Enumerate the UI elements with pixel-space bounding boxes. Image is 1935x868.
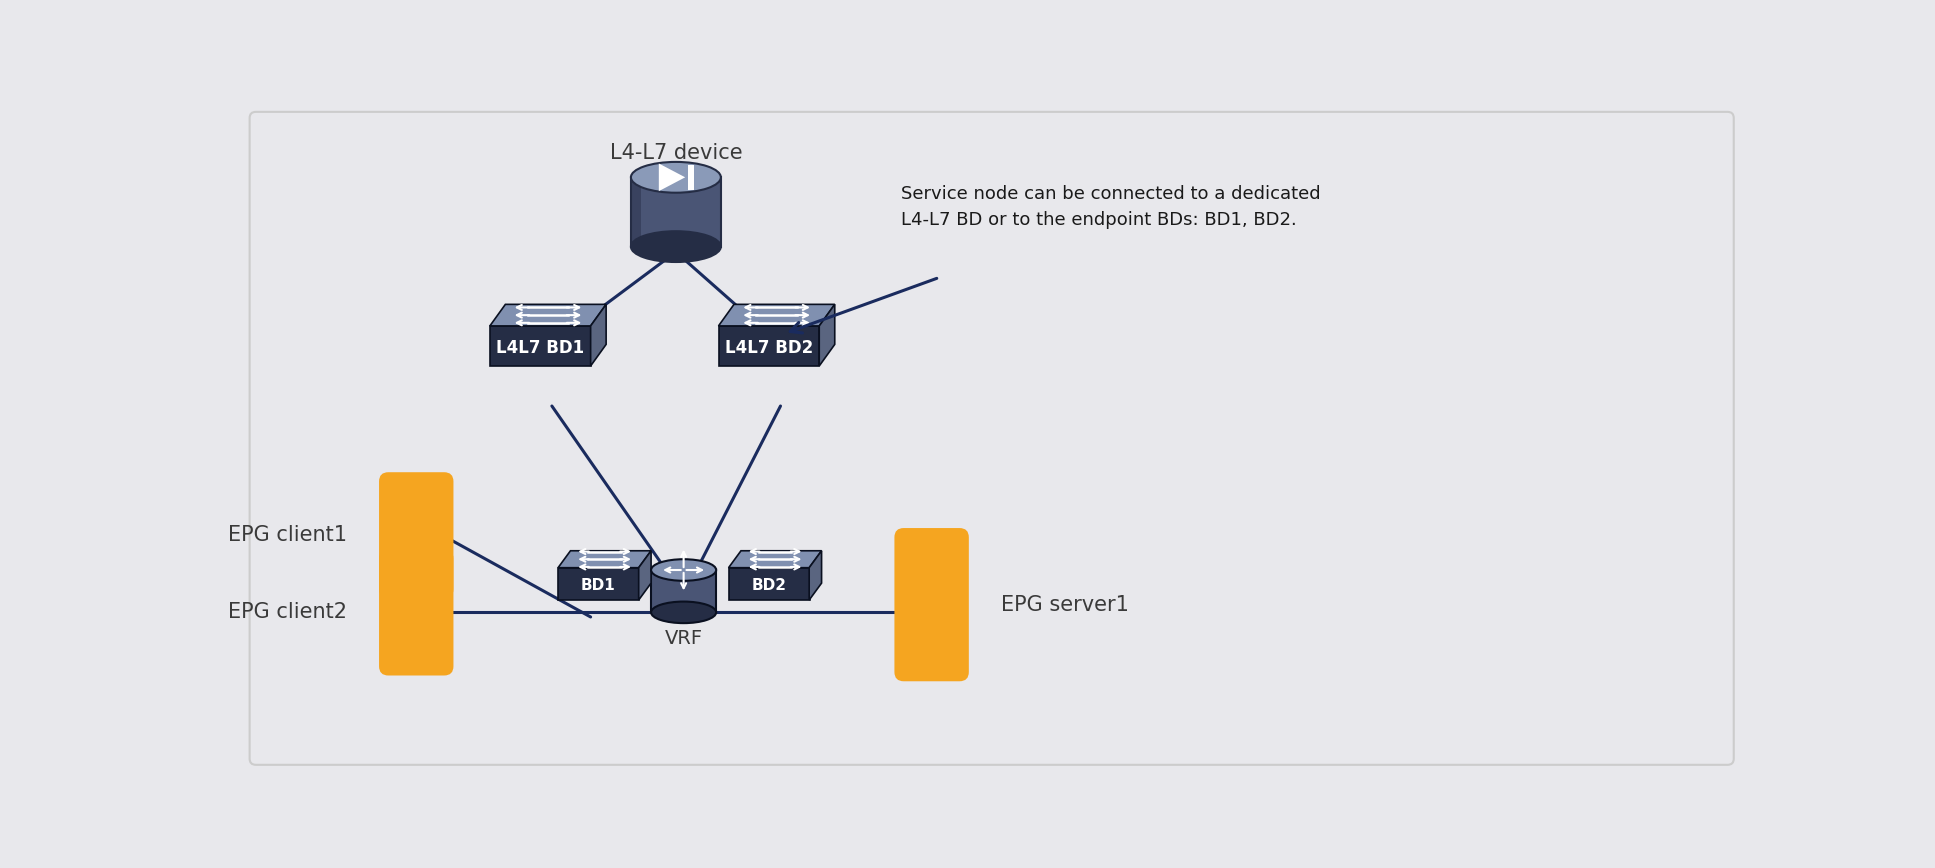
Polygon shape — [490, 305, 606, 326]
Bar — [729, 568, 811, 600]
Text: BD1: BD1 — [580, 578, 615, 593]
Ellipse shape — [650, 602, 716, 623]
FancyBboxPatch shape — [379, 549, 453, 675]
Text: BD2: BD2 — [751, 578, 786, 593]
Bar — [650, 570, 716, 612]
Ellipse shape — [650, 559, 716, 581]
Polygon shape — [557, 551, 650, 568]
Text: L4L7 BD2: L4L7 BD2 — [726, 339, 813, 357]
Polygon shape — [819, 305, 834, 366]
Bar — [490, 326, 590, 366]
Bar — [687, 165, 695, 189]
Polygon shape — [718, 305, 834, 326]
FancyBboxPatch shape — [379, 472, 453, 599]
Bar — [718, 326, 819, 366]
FancyBboxPatch shape — [894, 528, 969, 681]
Text: L4-L7 device: L4-L7 device — [610, 143, 743, 163]
Polygon shape — [729, 551, 822, 568]
Bar — [631, 177, 640, 247]
Polygon shape — [658, 163, 685, 191]
Polygon shape — [809, 551, 822, 600]
Text: EPG server1: EPG server1 — [1002, 595, 1130, 615]
Ellipse shape — [631, 231, 722, 262]
Text: EPG client2: EPG client2 — [228, 602, 346, 622]
Text: VRF: VRF — [664, 629, 702, 648]
Text: L4L7 BD1: L4L7 BD1 — [495, 339, 584, 357]
Ellipse shape — [631, 162, 722, 193]
Polygon shape — [590, 305, 606, 366]
Bar — [557, 568, 639, 600]
FancyBboxPatch shape — [250, 112, 1734, 765]
Bar — [631, 177, 722, 247]
Text: EPG client1: EPG client1 — [228, 525, 346, 545]
Text: Service node can be connected to a dedicated
L4-L7 BD or to the endpoint BDs: BD: Service node can be connected to a dedic… — [900, 185, 1320, 229]
Polygon shape — [639, 551, 650, 600]
